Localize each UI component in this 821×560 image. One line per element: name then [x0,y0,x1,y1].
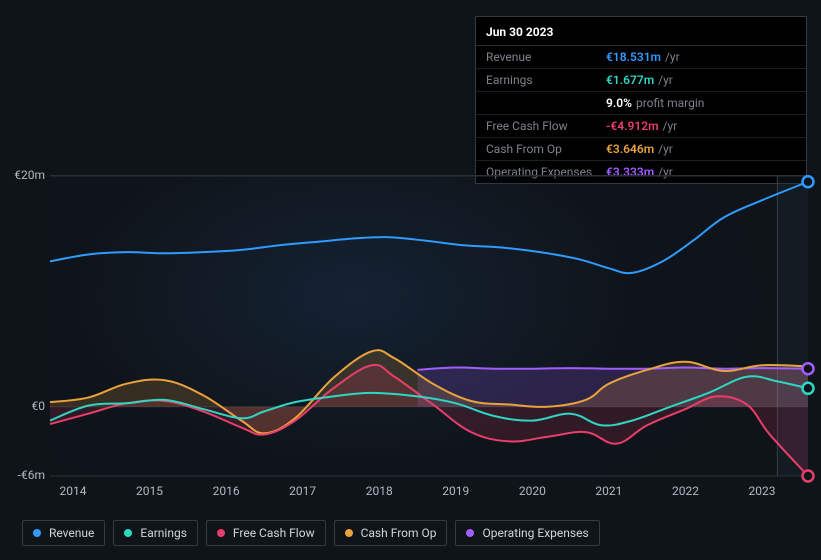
x-axis-tick-label: 2018 [366,484,393,498]
tooltip-row-unit: /yr [658,73,673,87]
legend-dot-icon [217,529,225,537]
legend-item-earnings[interactable]: Earnings [113,520,198,546]
legend-item-revenue[interactable]: Revenue [22,520,105,546]
tooltip-row: 9.0% profit margin [476,92,806,115]
chart-plot-area[interactable] [50,175,808,476]
legend-item-label: Free Cash Flow [233,526,315,540]
x-axis-tick-label: 2023 [749,484,776,498]
x-axis-tick-label: 2017 [289,484,316,498]
legend-item-fcf[interactable]: Free Cash Flow [206,520,326,546]
x-axis-tick-label: 2021 [595,484,622,498]
chart-svg [50,176,808,476]
legend-item-label: Cash From Op [361,526,437,540]
x-axis-tick-label: 2014 [59,484,86,498]
hover-tooltip: Jun 30 2023 Revenue€18.531m/yrEarnings€1… [475,16,807,184]
tooltip-row: Earnings€1.677m/yr [476,69,806,92]
legend-dot-icon [124,529,132,537]
chart-legend: Revenue Earnings Free Cash Flow Cash From O… [22,520,600,546]
tooltip-row-label [486,96,606,110]
legend-item-label: Revenue [49,526,94,540]
tooltip-row-label: Earnings [486,73,606,87]
y-axis-tick-label: €0 [32,399,46,413]
x-axis-tick-label: 2022 [672,484,699,498]
tooltip-row: Revenue€18.531m/yr [476,46,806,69]
legend-item-cfo[interactable]: Cash From Op [334,520,448,546]
tooltip-date: Jun 30 2023 [476,17,806,46]
tooltip-row-label: Cash From Op [486,142,606,156]
series-end-marker [803,176,814,187]
series-line [50,182,808,273]
legend-item-label: Earnings [140,526,187,540]
tooltip-row: Cash From Op€3.646m/yr [476,138,806,161]
y-axis-tick-label: €20m [14,168,45,182]
x-axis-tick-label: 2020 [519,484,546,498]
series-end-marker [803,363,814,374]
series-end-marker [803,471,814,482]
tooltip-row-unit: /yr [658,142,673,156]
tooltip-row-value: €18.531m [606,50,661,64]
x-axis-tick-label: 2016 [213,484,240,498]
series-end-marker [803,383,814,394]
tooltip-row-value: €1.677m [606,73,654,87]
tooltip-row-unit: /yr [663,119,678,133]
chart-container: Jun 30 2023 Revenue€18.531m/yrEarnings€1… [0,0,821,560]
tooltip-row-value: -€4.912m [606,119,659,133]
tooltip-row: Free Cash Flow-€4.912m/yr [476,115,806,138]
x-axis-tick-label: 2019 [442,484,469,498]
legend-item-opex[interactable]: Operating Expenses [455,520,599,546]
legend-item-label: Operating Expenses [482,526,588,540]
tooltip-row-value: €3.646m [606,142,654,156]
tooltip-row-label: Free Cash Flow [486,119,606,133]
tooltip-row-unit: /yr [665,50,680,64]
y-axis-tick-label: -€6m [18,468,45,482]
tooltip-row-label: Revenue [486,50,606,64]
tooltip-row-value: 9.0% [606,96,632,110]
x-axis-tick-label: 2015 [136,484,163,498]
legend-dot-icon [466,529,474,537]
legend-dot-icon [345,529,353,537]
legend-dot-icon [33,529,41,537]
tooltip-row-unit: profit margin [636,96,704,110]
